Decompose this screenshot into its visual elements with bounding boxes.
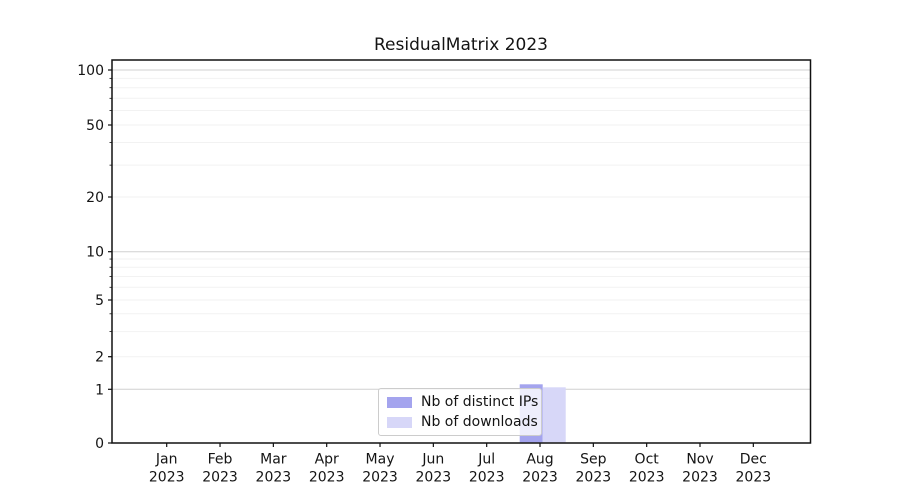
x-tick-label-month: Feb — [208, 452, 233, 468]
x-tick-label-month: Mar — [260, 452, 287, 468]
x-tick-label-year: 2023 — [629, 470, 665, 486]
x-tick-label-month: Sep — [580, 452, 607, 468]
x-tick-label-month: Jun — [421, 452, 444, 468]
x-tick-label-year: 2023 — [682, 470, 718, 486]
x-tick-label-month: Aug — [526, 452, 553, 468]
x-tick-label-year: 2023 — [576, 470, 612, 486]
y-tick-label: 2 — [95, 350, 104, 366]
bar-nb-of-downloads-aug — [542, 387, 566, 443]
x-tick-label-month: Apr — [315, 452, 339, 468]
chart-legend: Nb of distinct IPs Nb of downloads — [378, 388, 542, 436]
y-tick-label: 0 — [95, 436, 104, 452]
y-tick-label: 1 — [95, 382, 104, 398]
x-tick-label-year: 2023 — [362, 470, 398, 486]
x-tick-label-year: 2023 — [469, 470, 505, 486]
legend-item-downloads: Nb of downloads — [387, 414, 541, 430]
legend-swatch-downloads — [387, 416, 412, 428]
legend-label-distinct-ips: Nb of distinct IPs — [421, 394, 539, 410]
x-tick-label-month: Oct — [635, 452, 660, 468]
y-tick-label: 5 — [95, 293, 104, 309]
x-tick-label-month: Nov — [686, 452, 713, 468]
x-tick-label-year: 2023 — [256, 470, 292, 486]
y-tick-label: 10 — [86, 245, 104, 261]
y-tick-label: 100 — [77, 63, 104, 79]
x-tick-label-month: May — [366, 452, 395, 468]
x-tick-label-year: 2023 — [309, 470, 345, 486]
y-tick-label: 20 — [86, 190, 104, 206]
x-tick-label-month: Jan — [155, 452, 178, 468]
x-tick-label-year: 2023 — [202, 470, 238, 486]
legend-swatch-distinct-ips — [387, 396, 412, 408]
x-tick-label-month: Jul — [477, 452, 495, 468]
x-tick-label-year: 2023 — [149, 470, 185, 486]
x-tick-label-month: Dec — [740, 452, 767, 468]
legend-item-distinct-ips: Nb of distinct IPs — [387, 394, 541, 410]
chart-title: ResidualMatrix 2023 — [374, 35, 548, 55]
x-tick-label-year: 2023 — [522, 470, 558, 486]
x-tick-label-year: 2023 — [736, 470, 772, 486]
x-tick-label-year: 2023 — [416, 470, 452, 486]
legend-label-downloads: Nb of downloads — [421, 414, 538, 430]
y-tick-label: 50 — [86, 118, 104, 134]
